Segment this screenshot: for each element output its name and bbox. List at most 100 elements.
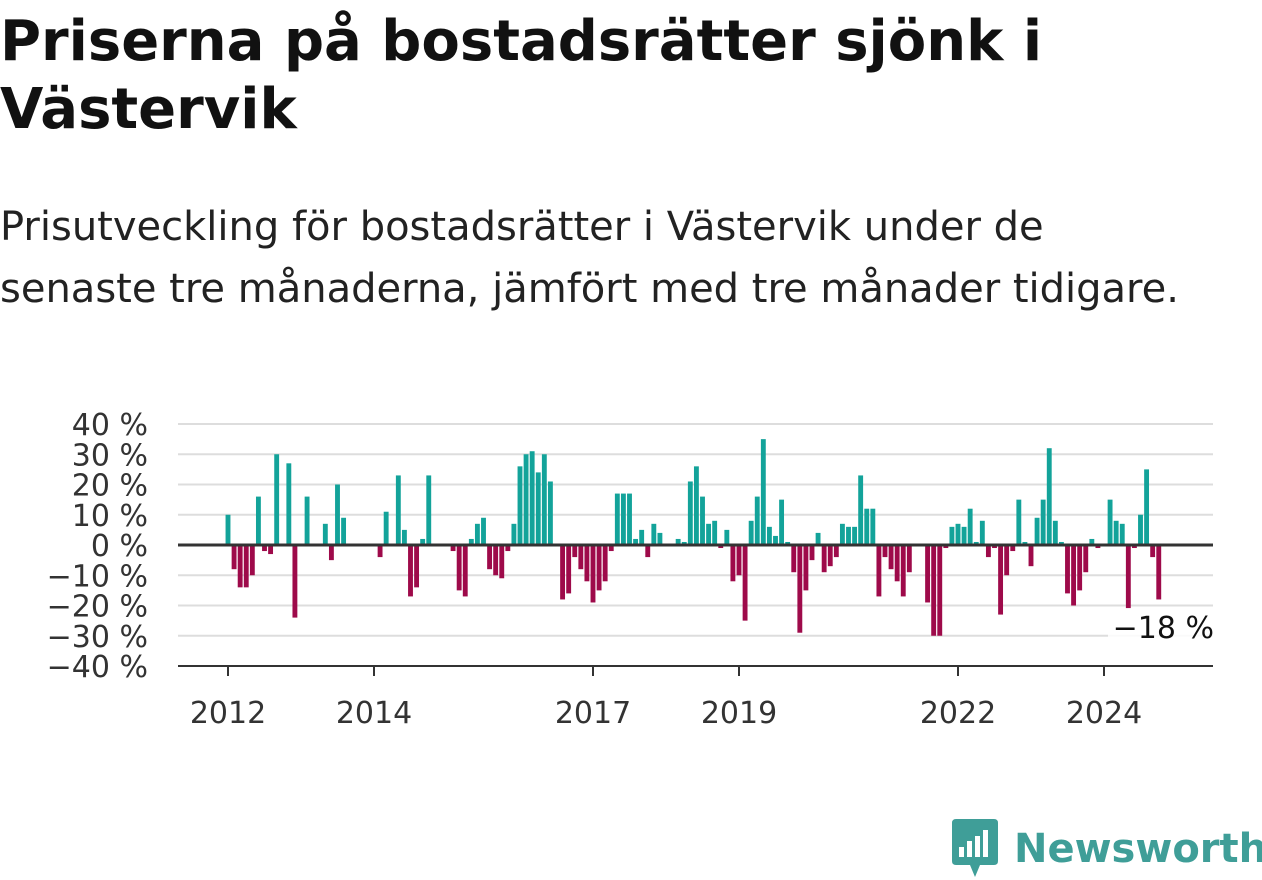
- bar: [931, 545, 937, 636]
- bar: [1089, 538, 1095, 545]
- bar: [511, 523, 517, 545]
- y-tick-label: 30 %: [72, 438, 148, 473]
- bar: [906, 545, 912, 573]
- bar: [992, 545, 997, 549]
- bar: [675, 538, 681, 545]
- x-tick-label: 2014: [336, 696, 412, 730]
- bar: [377, 545, 383, 558]
- bar: [827, 545, 833, 567]
- bar: [651, 523, 657, 545]
- bar: [785, 541, 791, 545]
- bar: [712, 520, 718, 545]
- bar: [1125, 545, 1131, 609]
- bar: [225, 514, 231, 545]
- bar: [815, 532, 821, 545]
- bar: [1010, 545, 1016, 552]
- y-tick-label: 0 %: [91, 529, 148, 564]
- y-tick-label: 40 %: [72, 408, 148, 443]
- bar: [493, 545, 499, 576]
- bar: [414, 545, 420, 588]
- bar: [864, 508, 870, 545]
- bar: [724, 529, 730, 546]
- bar: [322, 523, 328, 545]
- bar: [791, 545, 797, 573]
- bar: [1131, 545, 1137, 549]
- bar: [687, 481, 693, 545]
- bar: [645, 545, 651, 558]
- last-value-label: −18 %: [1113, 611, 1214, 646]
- bar: [754, 496, 760, 545]
- bar: [1071, 545, 1077, 606]
- bar: [876, 545, 882, 597]
- bar: [1138, 514, 1143, 545]
- bar: [292, 545, 298, 618]
- x-tick-label: 2019: [701, 696, 777, 730]
- y-tick-label: −40 %: [47, 650, 148, 685]
- bar: [566, 545, 572, 594]
- x-tick-label: 2024: [1066, 696, 1142, 730]
- y-axis-labels: 40 %30 %20 %10 %0 %−10 %−20 %−30 %−40 %: [47, 408, 148, 685]
- chart-subtitle: Prisutveckling för bostadsrätter i Väste…: [0, 204, 1179, 312]
- bar: [578, 545, 584, 570]
- bar: [541, 454, 547, 545]
- bar: [858, 475, 864, 545]
- bar: [286, 463, 292, 545]
- bar: [401, 529, 407, 546]
- bar: [560, 545, 566, 600]
- bar: [955, 523, 961, 545]
- bar: [730, 545, 736, 582]
- bar: [736, 545, 742, 576]
- bar: [237, 545, 243, 588]
- bar: [1004, 545, 1010, 576]
- bar: [499, 545, 505, 579]
- bar: [268, 545, 274, 555]
- bar: [894, 545, 900, 582]
- bar: [426, 475, 432, 545]
- bar: [657, 532, 663, 545]
- bar: [809, 545, 815, 561]
- bar: [535, 472, 541, 545]
- bar-chart: 40 %30 %20 %10 %0 %−10 %−20 %−30 %−40 % …: [47, 408, 1214, 730]
- bar: [1058, 541, 1064, 545]
- chart-title: Priserna på bostadsrätter sjönk i Väster…: [0, 9, 1043, 142]
- bar: [973, 541, 979, 545]
- bar: [882, 545, 888, 558]
- bar: [547, 481, 553, 545]
- bars: [225, 439, 1162, 636]
- bar: [718, 545, 724, 549]
- bar: [262, 545, 267, 552]
- bar: [998, 545, 1004, 615]
- bar: [937, 545, 943, 636]
- bar: [1065, 545, 1070, 594]
- bar: [742, 545, 748, 621]
- bar: [1156, 545, 1162, 600]
- bar: [596, 545, 602, 591]
- bar: [481, 517, 486, 545]
- bar: [420, 538, 426, 545]
- bar: [1107, 499, 1113, 546]
- bar: [274, 454, 280, 545]
- x-tick-label: 2017: [555, 696, 631, 730]
- bar: [517, 466, 523, 545]
- bar: [1028, 545, 1034, 567]
- bar: [961, 526, 967, 545]
- bar: [821, 545, 827, 573]
- x-tick-label: 2012: [190, 696, 266, 730]
- bar: [1040, 499, 1046, 546]
- bar: [602, 545, 608, 582]
- bar: [900, 545, 906, 597]
- bar: [620, 493, 626, 545]
- bar: [468, 538, 474, 545]
- y-tick-label: −10 %: [47, 559, 148, 594]
- bar: [1113, 520, 1119, 545]
- bar: [766, 526, 772, 545]
- bar: [870, 508, 876, 545]
- bar: [803, 545, 809, 591]
- bar: [487, 545, 493, 570]
- bar: [967, 508, 973, 545]
- bar: [1052, 520, 1058, 545]
- bar: [328, 545, 334, 561]
- bar: [395, 475, 401, 545]
- bar: [1150, 545, 1156, 558]
- bar: [797, 545, 803, 633]
